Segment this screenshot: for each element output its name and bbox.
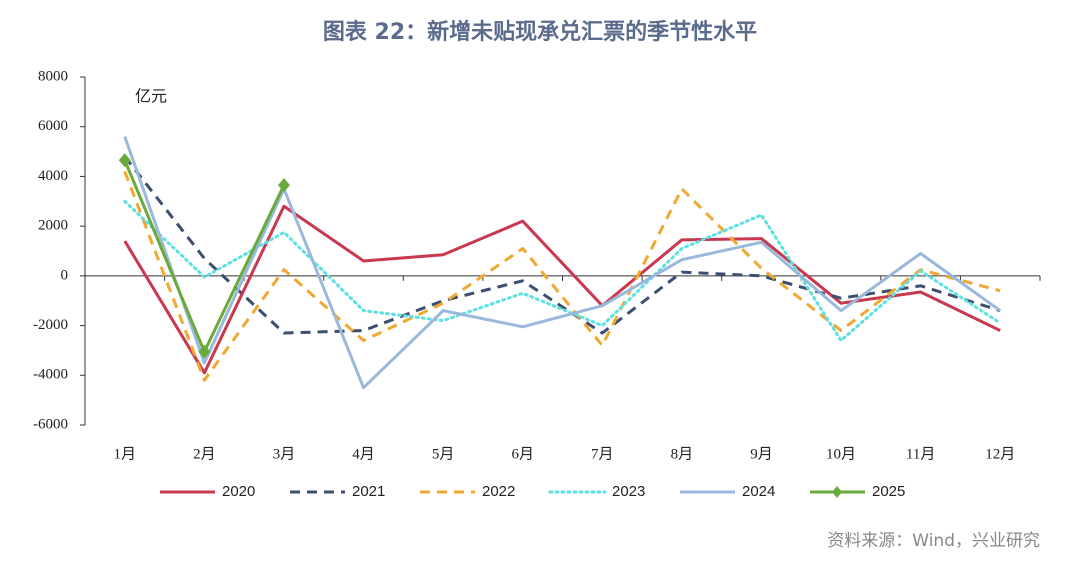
chart-title: 图表 22：新增未贴现承兑汇票的季节性水平 xyxy=(323,19,757,45)
source: 资料来源：Wind，兴业研究 xyxy=(827,531,1040,551)
x-tick-label: 7月 xyxy=(591,446,614,462)
y-tick-label: 0 xyxy=(61,267,69,283)
x-tick-label: 2月 xyxy=(193,446,216,462)
point-marker xyxy=(118,153,131,168)
x-tick-label: 4月 xyxy=(352,446,375,462)
legend-label: 2021 xyxy=(352,483,385,500)
y-tick-label: 4000 xyxy=(38,168,68,184)
series-line xyxy=(123,170,1001,382)
legend-label: 2020 xyxy=(222,483,255,500)
x-tick-label: 9月 xyxy=(750,446,773,462)
legend-label: 2023 xyxy=(612,483,645,500)
legend-label: 2024 xyxy=(742,483,775,500)
y-tick-label: 2000 xyxy=(38,218,68,234)
series-line xyxy=(123,199,1002,342)
x-tick-label: 10月 xyxy=(826,446,856,462)
unit-label: 亿元 xyxy=(135,87,167,106)
y-tick-label: -6000 xyxy=(33,416,68,432)
series-line xyxy=(123,155,1001,335)
y-tick-label: 8000 xyxy=(38,68,68,84)
y-tick-label: -4000 xyxy=(33,367,68,383)
x-tick-label: 12月 xyxy=(985,446,1015,462)
x-tick-label: 5月 xyxy=(432,446,455,462)
x-tick-label: 8月 xyxy=(671,446,694,462)
x-tick-label: 3月 xyxy=(273,446,296,462)
x-tick-label: 11月 xyxy=(906,446,935,462)
legend-label: 2025 xyxy=(872,483,905,500)
x-tick-label: 1月 xyxy=(114,446,137,462)
point-marker xyxy=(198,344,211,359)
y-tick-label: -2000 xyxy=(33,317,68,333)
y-tick-label: 6000 xyxy=(38,118,68,134)
x-tick-label: 6月 xyxy=(511,446,534,462)
point-marker xyxy=(277,178,290,193)
legend-label: 2022 xyxy=(482,483,515,500)
legend-marker xyxy=(832,486,842,498)
series-line xyxy=(123,136,1002,390)
